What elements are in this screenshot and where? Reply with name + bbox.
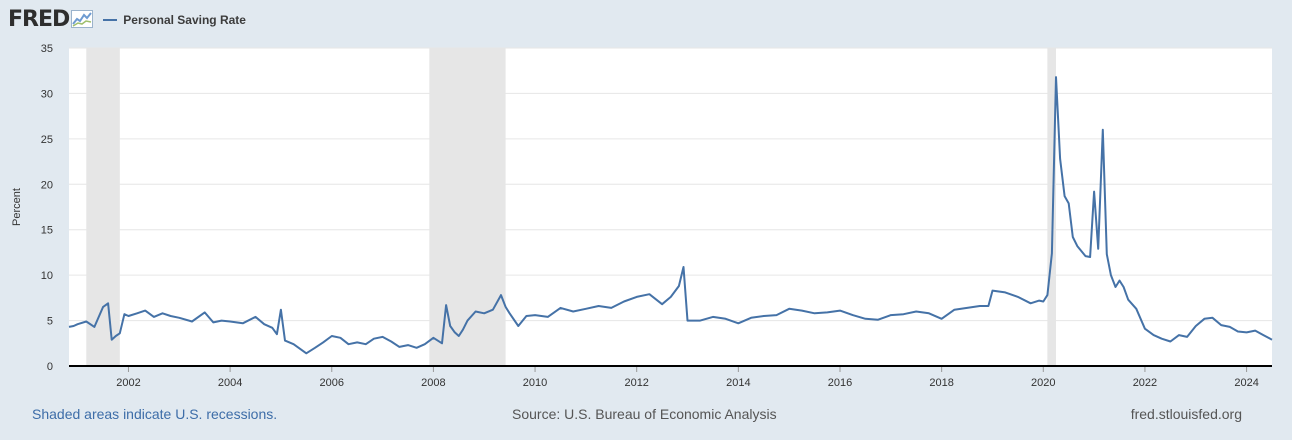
fred-logo[interactable]: FRED: [8, 7, 70, 32]
line-graph-icon: [71, 9, 94, 33]
recession-bands: [86, 48, 1056, 366]
legend-series-label: Personal Saving Rate: [123, 13, 246, 27]
recession-band-2: [429, 48, 506, 366]
gridlines: [69, 47, 1272, 322]
chart-header: FRED Personal Saving Rate: [8, 6, 246, 34]
x-tick-label: 2024: [1234, 377, 1258, 389]
x-tick-label: 2020: [1031, 377, 1055, 389]
y-tick-label: 10: [41, 270, 53, 282]
legend-swatch: [103, 19, 118, 21]
x-tick-label: 2002: [116, 377, 140, 389]
x-tick-label: 2012: [624, 377, 648, 389]
recession-band-3: [1047, 48, 1056, 366]
x-tick-label: 2022: [1133, 377, 1157, 389]
y-tick-label: 25: [41, 134, 53, 146]
recession-band-1: [86, 48, 120, 366]
x-tick-label: 2006: [320, 377, 344, 389]
y-tick-label: 5: [47, 316, 53, 328]
y-axis-label: Percent: [11, 188, 23, 226]
x-tick-label: 2004: [218, 377, 242, 389]
y-tick-label: 20: [41, 179, 53, 191]
x-tick-label: 2016: [828, 377, 852, 389]
plot-area: [69, 48, 1272, 366]
chart-legend: Personal Saving Rate: [103, 13, 246, 27]
site-url: fred.stlouisfed.org: [1130, 406, 1242, 422]
y-axis: 0 5 10 15 20 25 30 35: [41, 43, 53, 373]
x-axis: 2002 2004 2006 2008 2010 2012 2014 2016 2018 2020…: [116, 366, 1259, 389]
y-tick-label: 0: [47, 361, 53, 373]
x-tick-label: 2014: [726, 377, 750, 389]
x-tick-label: 2010: [523, 377, 547, 389]
y-tick-label: 35: [41, 43, 53, 55]
recession-note-link[interactable]: Shaded areas indicate U.S. recessions.: [32, 406, 278, 422]
series-line-personal-saving-rate: [68, 76, 1273, 355]
source-note: Source: U.S. Bureau of Economic Analysis: [512, 406, 777, 422]
x-tick-label: 2018: [929, 377, 953, 389]
y-tick-label: 15: [41, 225, 53, 237]
y-tick-label: 30: [41, 88, 53, 100]
x-tick-label: 2008: [421, 377, 445, 389]
